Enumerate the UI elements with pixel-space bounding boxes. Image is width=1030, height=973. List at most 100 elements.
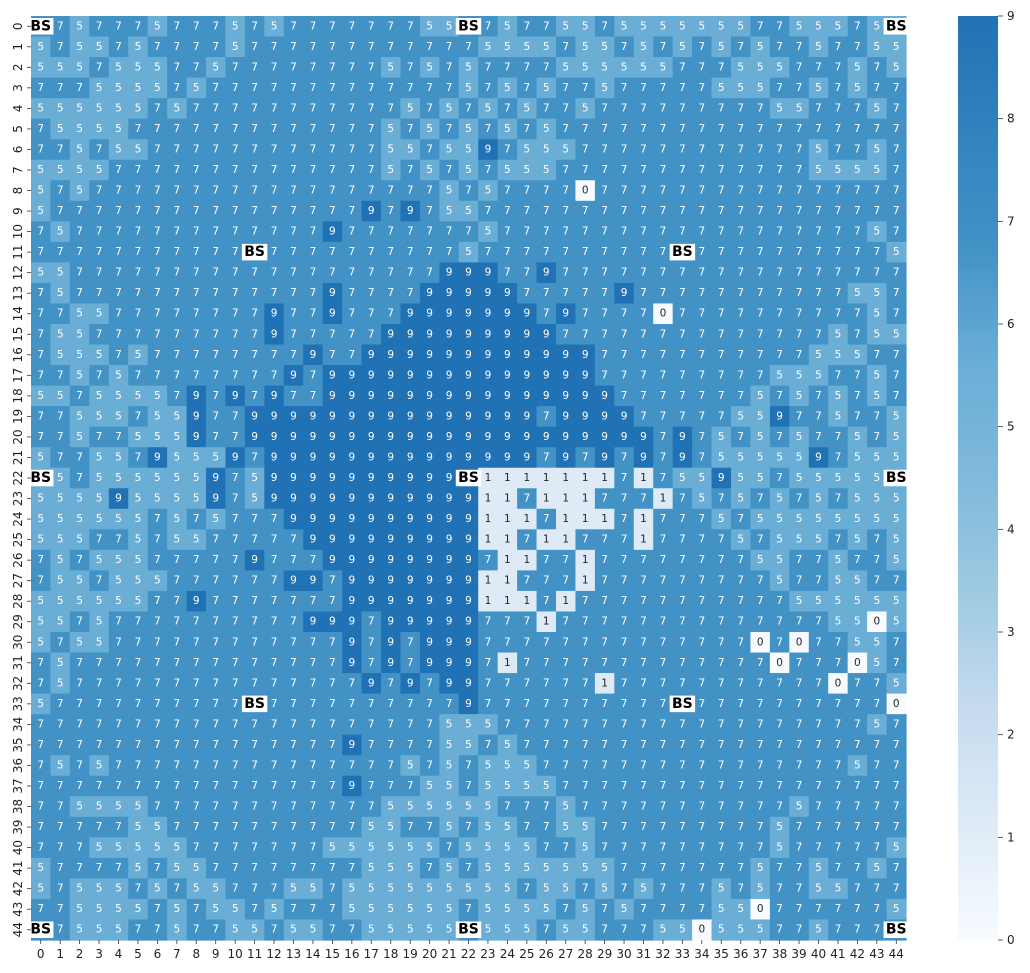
- cell-value-label: 5: [601, 82, 608, 94]
- cell-value-label: 7: [718, 801, 725, 813]
- cell-value-label: 7: [815, 636, 822, 648]
- cell-value-label: 7: [679, 759, 686, 771]
- cell-value-label: 1: [543, 472, 550, 484]
- y-tick-label: 19: [11, 409, 25, 424]
- cell-value-label: 9: [465, 677, 472, 689]
- cell-value-label: 9: [387, 410, 394, 422]
- heatmap-cell: [731, 77, 752, 99]
- cell-value-label: 7: [271, 842, 278, 854]
- heatmap-cell: [69, 159, 90, 181]
- cell-value-label: 7: [737, 595, 744, 607]
- cell-value-label: 7: [796, 308, 803, 320]
- cell-value-label: 7: [601, 102, 608, 114]
- cell-value-label: 7: [698, 205, 705, 217]
- y-tick-label: 2: [11, 64, 25, 72]
- cell-value-label: 7: [173, 287, 180, 299]
- cell-value-label: 5: [893, 246, 900, 258]
- cell-value-label: 7: [115, 739, 122, 751]
- cell-value-label: 9: [407, 205, 414, 217]
- cell-value-label: 5: [76, 349, 83, 361]
- cell-value-label: 7: [271, 246, 278, 258]
- cell-value-label: 5: [96, 513, 103, 525]
- marker-label: BS: [886, 470, 907, 486]
- cell-value-label: 5: [562, 20, 569, 32]
- cell-value-label: 7: [193, 739, 200, 751]
- heatmap-cell: [50, 324, 71, 346]
- cell-value-label: 1: [543, 616, 550, 628]
- heatmap-cell: [808, 180, 829, 202]
- cell-value-label: 7: [37, 842, 44, 854]
- heatmap-cell: [167, 365, 188, 387]
- cell-value-label: 7: [271, 287, 278, 299]
- heatmap-cell: [361, 180, 382, 202]
- cell-value-label: 7: [368, 164, 375, 176]
- cell-value-label: 7: [835, 636, 842, 648]
- cell-value-label: 5: [37, 164, 44, 176]
- cell-value-label: 1: [485, 575, 492, 587]
- cell-value-label: 7: [660, 185, 667, 197]
- cell-value-label: 9: [718, 472, 725, 484]
- cell-value-label: 7: [543, 739, 550, 751]
- cell-value-label: 7: [212, 739, 219, 751]
- x-tick-label: 24: [500, 947, 515, 961]
- cell-value-label: 9: [232, 451, 239, 463]
- heatmap-cell: [31, 262, 52, 284]
- heatmap-cell: [556, 324, 577, 346]
- cell-value-label: 7: [348, 226, 355, 238]
- heatmap-cell: [478, 180, 499, 202]
- cell-value-label: 7: [621, 780, 628, 792]
- heatmap-cell: [381, 98, 402, 120]
- cell-value-label: 7: [698, 698, 705, 710]
- cell-value-label: 9: [562, 349, 569, 361]
- heatmap-cell: [244, 303, 265, 325]
- heatmap-cell: [692, 303, 713, 325]
- cell-value-label: 7: [679, 780, 686, 792]
- cell-value-label: 7: [582, 82, 589, 94]
- heatmap-cell: [594, 200, 615, 222]
- cell-value-label: 5: [96, 410, 103, 422]
- heatmap-cell: [633, 241, 654, 263]
- cell-value-label: 9: [465, 308, 472, 320]
- cell-value-label: 5: [76, 431, 83, 443]
- heatmap-cell: [769, 77, 790, 99]
- cell-value-label: 7: [660, 349, 667, 361]
- cell-value-label: 7: [212, 677, 219, 689]
- cell-value-label: 5: [640, 61, 647, 73]
- heatmap-cell: [186, 282, 207, 305]
- heatmap-cell: [594, 159, 615, 181]
- cell-value-label: 5: [271, 903, 278, 915]
- cell-value-label: 7: [757, 205, 764, 217]
- cell-value-label: 7: [446, 226, 453, 238]
- cell-value-label: 7: [679, 267, 686, 279]
- cell-value-label: 5: [135, 41, 142, 53]
- cell-value-label: 5: [57, 554, 64, 566]
- cell-value-label: 7: [873, 759, 880, 771]
- cell-value-label: 7: [893, 759, 900, 771]
- heatmap-cell: [342, 98, 363, 120]
- heatmap-cell: [808, 98, 829, 120]
- cell-value-label: 7: [290, 287, 297, 299]
- cell-value-label: 9: [426, 575, 433, 587]
- cell-value-label: 7: [660, 883, 667, 895]
- cell-value-label: 7: [154, 41, 161, 53]
- heatmap-cell: [400, 16, 421, 38]
- cell-value-label: 7: [854, 862, 861, 874]
- cell-value-label: 7: [562, 698, 569, 710]
- heatmap-cell: [361, 139, 382, 161]
- cell-value-label: 9: [543, 390, 550, 402]
- cell-value-label: 7: [854, 226, 861, 238]
- cell-value-label: 5: [96, 924, 103, 936]
- cell-value-label: 7: [426, 143, 433, 155]
- cell-value-label: 5: [776, 102, 783, 114]
- cell-value-label: 7: [407, 123, 414, 135]
- cell-value-label: 7: [776, 308, 783, 320]
- heatmap-cell: [69, 180, 90, 202]
- cell-value-label: 7: [368, 185, 375, 197]
- heatmap-cell: [50, 77, 71, 99]
- cell-value-label: 1: [485, 493, 492, 505]
- cell-value-label: 7: [679, 883, 686, 895]
- cell-value-label: 9: [407, 308, 414, 320]
- heatmap-cell: [556, 241, 577, 263]
- cell-value-label: 5: [57, 287, 64, 299]
- cell-value-label: 7: [96, 698, 103, 710]
